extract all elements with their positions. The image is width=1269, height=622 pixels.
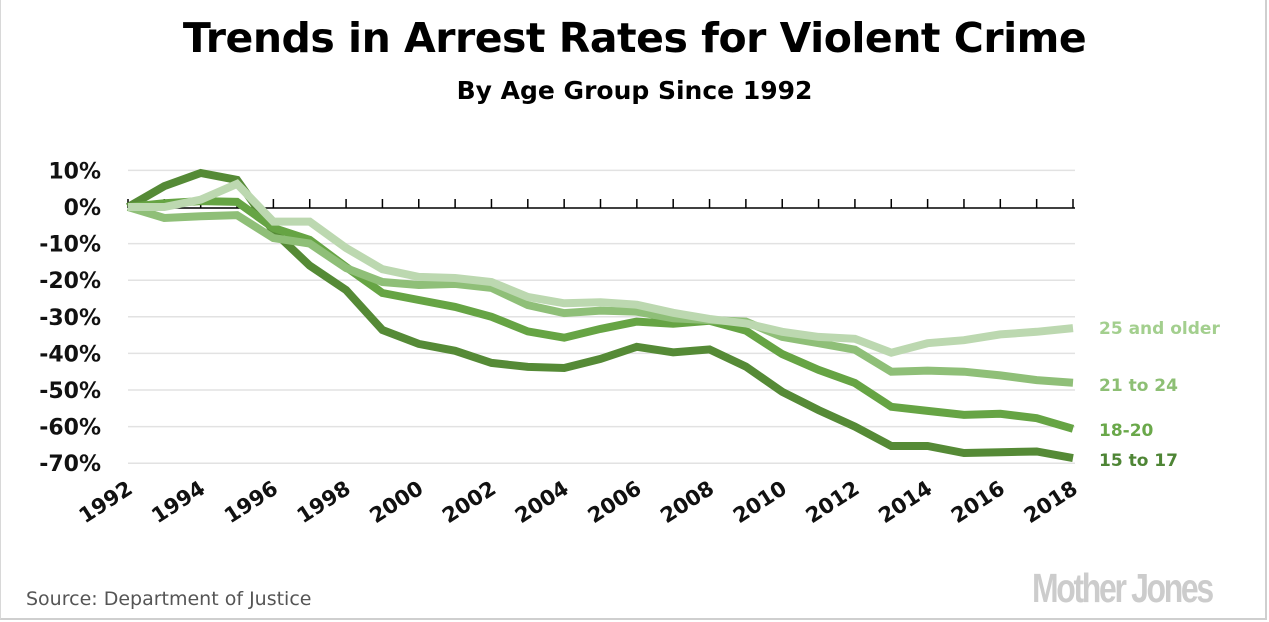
- x-tick-label: 1992: [75, 476, 137, 528]
- source-note: Source: Department of Justice: [26, 588, 312, 610]
- chart-title: Trends in Arrest Rates for Violent Crime: [182, 14, 1087, 62]
- y-tick-label: -60%: [39, 416, 101, 441]
- x-tick-label: 2012: [802, 476, 864, 528]
- y-tick-label: 10%: [48, 159, 101, 184]
- y-axis: 10% 0% -10% -20% -30% -40% -50% -60% -70%: [39, 159, 101, 477]
- y-tick-label: -30%: [39, 306, 101, 331]
- x-tick-label: 2004: [511, 476, 573, 528]
- series-line-18-20: [127, 197, 1075, 433]
- y-tick-label: -50%: [39, 379, 101, 404]
- series-labels: 25 and older 21 to 24 18-20 15 to 17: [1099, 319, 1220, 471]
- x-tick-label: 2014: [874, 476, 936, 528]
- x-tick-label: 1998: [293, 476, 355, 528]
- chart-subtitle: By Age Group Since 1992: [456, 76, 813, 105]
- y-tick-label: -20%: [39, 269, 101, 294]
- y-tick-label: 0%: [64, 196, 101, 221]
- x-tick-label: 1996: [220, 476, 282, 528]
- x-tick-label: 2018: [1020, 476, 1082, 528]
- series-label: 18-20: [1099, 421, 1154, 441]
- gridlines: [128, 169, 1075, 464]
- x-tick-label: 2016: [947, 476, 1009, 528]
- y-tick-label: -70%: [39, 452, 101, 477]
- series-line-21-to-24: [126, 203, 1074, 387]
- x-tick-label: 2000: [365, 476, 427, 528]
- series-label: 15 to 17: [1099, 451, 1178, 471]
- x-tick-label: 2010: [729, 476, 791, 528]
- series-label: 25 and older: [1099, 319, 1220, 339]
- x-tick-label: 1994: [147, 476, 209, 528]
- publisher-logo: Mother Jones: [1032, 565, 1214, 611]
- x-tick-label: 2008: [656, 476, 718, 528]
- series-label: 21 to 24: [1099, 376, 1178, 396]
- y-tick-label: -10%: [39, 233, 101, 258]
- x-tick-label: 2002: [438, 476, 500, 528]
- x-tick-label: 2006: [583, 476, 645, 528]
- y-tick-label: -40%: [39, 342, 101, 367]
- series-lines: [126, 168, 1075, 463]
- series-line-25-and-older: [128, 179, 1074, 357]
